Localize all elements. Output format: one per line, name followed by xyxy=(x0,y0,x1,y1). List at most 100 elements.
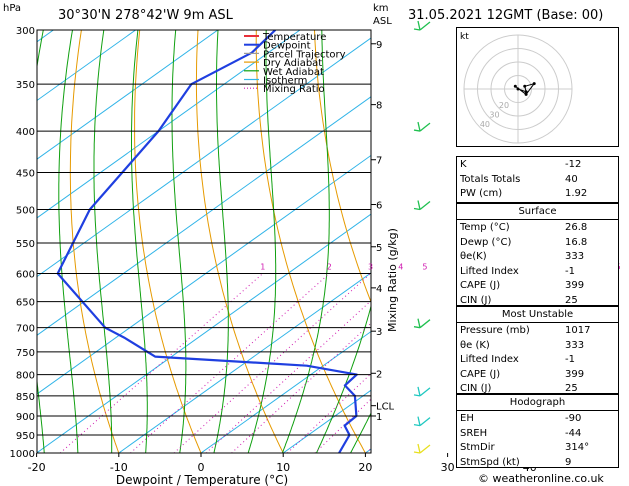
wind-barb xyxy=(413,121,431,132)
surface-table: Surface Temp (°C) 26.8 Dewp (°C) 16.8 θe(K) 33… xyxy=(456,203,619,306)
row-value: 333 xyxy=(565,339,585,351)
row-value: -44 xyxy=(565,427,582,439)
section-title: Most Unstable xyxy=(457,307,618,323)
dry-adiabat xyxy=(255,30,366,453)
row-value: -90 xyxy=(565,413,582,424)
x-tick-label: 0 xyxy=(198,461,205,474)
row-value: 25 xyxy=(565,383,578,395)
mixing-ratio-label: 1 xyxy=(260,263,265,272)
wind-barb xyxy=(413,200,431,211)
km-tick-label: 3 xyxy=(376,327,382,338)
hodograph-unit: kt xyxy=(460,32,469,42)
mixing-ratio-label: 2 xyxy=(327,263,332,272)
x-axis-label: Dewpoint / Temperature (°C) xyxy=(116,473,288,486)
mixing-ratio-line xyxy=(130,273,330,453)
row-key: CIN (J) xyxy=(460,294,492,306)
km-tick-label: 8 xyxy=(376,101,382,112)
pressure-tick-label: 500 xyxy=(16,205,35,216)
km-tick-label: 6 xyxy=(376,201,382,212)
legend-label: Wet Adiabat xyxy=(263,67,324,78)
wind-barb xyxy=(413,416,431,427)
table-row: CAPE (J) 399 xyxy=(457,278,618,293)
hodograph-ring-label: 30 xyxy=(489,111,499,120)
indices-table: K -12 Totals Totals 40 PW (cm) 1.92 xyxy=(456,156,619,203)
parcel-trajectory-line xyxy=(395,30,457,453)
row-value: 333 xyxy=(565,251,585,263)
mixing-ratio-axis-label: Mixing Ratio (g/kg) xyxy=(386,228,399,332)
hodograph-point xyxy=(516,87,520,91)
wet-adiabat xyxy=(315,304,371,453)
row-key: EH xyxy=(460,413,474,424)
wet-adiabat xyxy=(131,30,148,453)
isotherm-line xyxy=(37,213,371,453)
row-value: 40 xyxy=(565,173,578,185)
row-value: 9 xyxy=(565,456,572,468)
wet-adiabat xyxy=(247,30,277,453)
table-row: PW (cm) 1.92 xyxy=(457,186,618,201)
section-title: Hodograph xyxy=(457,395,618,411)
pressure-tick-label: 650 xyxy=(16,298,35,309)
isotherm-line xyxy=(37,37,371,278)
table-row: Pressure (mb) 1017 xyxy=(457,323,618,338)
wet-adiabat xyxy=(58,30,79,453)
km-tick-label: 2 xyxy=(376,369,382,380)
x-tick-label: 30 xyxy=(441,461,455,474)
pressure-tick-label: 800 xyxy=(16,371,35,382)
row-key: Dewp (°C) xyxy=(460,236,512,248)
pressure-tick-label: 400 xyxy=(16,127,35,138)
row-value: -12 xyxy=(565,159,582,170)
wet-adiabat xyxy=(281,30,330,453)
hodograph-point xyxy=(524,92,528,96)
row-value: 1.92 xyxy=(565,188,588,200)
row-key: θe(K) xyxy=(460,251,487,263)
table-row: Totals Totals 40 xyxy=(457,172,618,187)
hodograph-table: Hodograph EH -90 SREH -44 StmDir 314° StmSpd (k… xyxy=(456,394,619,468)
row-key: StmSpd (kt) xyxy=(460,456,520,468)
x-tick-label: -20 xyxy=(28,461,46,474)
hodograph-point xyxy=(524,90,528,94)
row-value: 399 xyxy=(565,280,585,292)
wet-adiabat xyxy=(213,30,229,453)
isotherm-line xyxy=(37,30,219,160)
row-key: Temp (°C) xyxy=(460,222,510,233)
table-row: SREH -44 xyxy=(457,426,618,441)
isotherm-line xyxy=(37,96,371,336)
row-key: PW (cm) xyxy=(460,188,503,200)
row-value: -1 xyxy=(565,265,575,277)
row-key: CIN (J) xyxy=(460,383,492,395)
km-tick-label: 4 xyxy=(376,284,382,295)
legend-label: Parcel Trajectory xyxy=(263,49,346,60)
wind-barb xyxy=(413,386,431,397)
row-key: Lifted Index xyxy=(460,265,519,277)
hodograph-point xyxy=(513,84,517,88)
section-title: Surface xyxy=(457,204,618,220)
mixing-ratio-label: 5 xyxy=(422,263,427,272)
row-key: Lifted Index xyxy=(460,354,519,366)
most-unstable-table: Most Unstable Pressure (mb) 1017 θe (K) 333 L… xyxy=(456,306,619,394)
row-key: CAPE (J) xyxy=(460,368,501,380)
dry-adiabat xyxy=(69,30,120,453)
datetime-title: 31.05.2021 12GMT (Base: 00) xyxy=(408,8,604,23)
mixing-ratio-label: 3 xyxy=(368,263,373,272)
pressure-tick-label: 450 xyxy=(16,168,35,179)
plot-frame xyxy=(36,29,372,454)
row-key: Pressure (mb) xyxy=(460,325,530,336)
row-key: K xyxy=(460,159,467,170)
hodograph-point xyxy=(523,84,527,88)
wet-adiabat xyxy=(349,411,371,453)
table-row: θe (K) 333 xyxy=(457,338,618,353)
table-row: Temp (°C) 26.8 xyxy=(457,220,618,235)
mixing-ratio-label: 4 xyxy=(398,263,403,272)
location-title: 30°30'N 278°42'W 9m ASL xyxy=(58,8,233,23)
table-row: CIN (J) 25 xyxy=(457,381,618,396)
wet-adiabat xyxy=(93,30,113,453)
km-tick-label: 1 xyxy=(376,412,382,423)
row-value: 399 xyxy=(565,368,585,380)
table-row: θe(K) 333 xyxy=(457,249,618,264)
pressure-tick-label: 850 xyxy=(16,392,35,403)
legend-label: Isotherm xyxy=(263,76,307,87)
table-row: Lifted Index -1 xyxy=(457,352,618,367)
km-unit-label: km xyxy=(373,3,389,14)
